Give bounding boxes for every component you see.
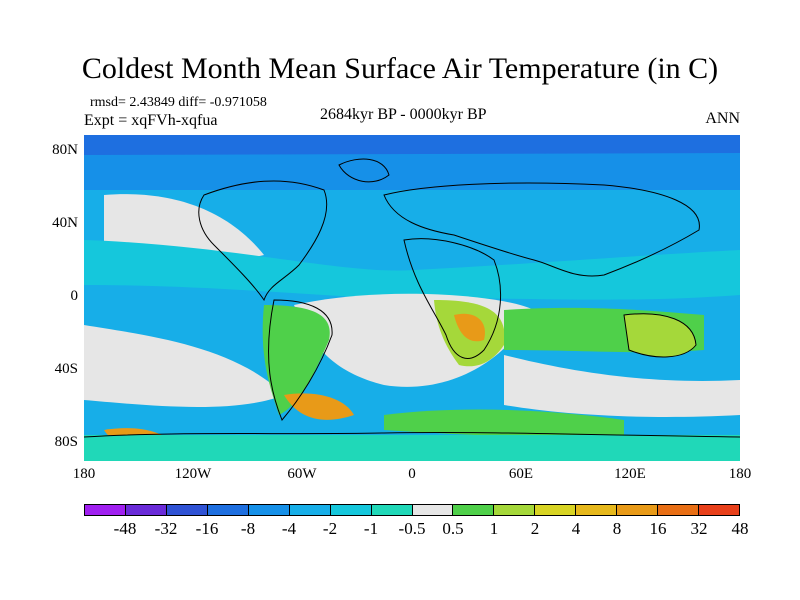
experiment-label: Expt = xqFVh-xqfua [84, 112, 218, 129]
colorbar-label-6: -1 [363, 519, 379, 538]
lat-label-40n: 40N [52, 215, 78, 231]
colorbar-label-12: 8 [612, 519, 622, 538]
colorbar-label-7: -0.5 [398, 519, 426, 538]
colorbar-label-11: 4 [571, 519, 581, 538]
lon-label-60e: 60E [508, 466, 534, 482]
antarctic-field [84, 435, 740, 461]
colorbar-swatch-7 [371, 505, 413, 515]
lat-label-80s: 80S [54, 434, 78, 450]
temperature-map [84, 135, 740, 461]
australia-green [624, 313, 696, 357]
colorbar-swatch-15 [699, 505, 739, 515]
colorbar-swatch-13 [617, 505, 659, 515]
colorbar-swatch-5 [289, 505, 331, 515]
season-label: ANN [705, 110, 740, 127]
period-label: 2684kyr BP - 0000kyr BP [320, 106, 487, 123]
map-title: Coldest Month Mean Surface Air Temperatu… [81, 52, 719, 85]
lon-label-120e: 120E [614, 466, 646, 482]
colorbar-label-14: 32 [690, 519, 708, 538]
colorbar-label-8: 0.5 [442, 519, 464, 538]
lat-label-80n: 80N [52, 142, 78, 158]
colorbar-swatch-11 [535, 505, 577, 515]
colorbar-label-0: -48 [113, 519, 137, 538]
colorbar-label-9: 1 [489, 519, 499, 538]
colorbar-swatch-6 [330, 505, 372, 515]
lon-label-60w: 60W [287, 466, 317, 482]
colorbar-swatch-0 [85, 505, 126, 515]
colorbar-label-5: -2 [322, 519, 338, 538]
lat-label-40s: 40S [54, 361, 78, 377]
south-america-green [262, 305, 330, 415]
lon-label-120w: 120W [174, 466, 212, 482]
colorbar-label-1: -32 [154, 519, 178, 538]
stats-text: rmsd= 2.43849 diff= -0.971058 [90, 95, 267, 110]
colorbar-label-10: 2 [530, 519, 540, 538]
colorbar-label-13: 16 [649, 519, 667, 538]
colorbar-swatch-2 [166, 505, 208, 515]
colorbar-label-15: 48 [731, 519, 749, 538]
colorbar-swatch-12 [576, 505, 618, 515]
colorbar-swatch-4 [248, 505, 290, 515]
colorbar-label-2: -16 [195, 519, 219, 538]
lon-label-180e: 180 [728, 466, 752, 482]
lon-label-180w: 180 [72, 466, 96, 482]
coastlines [84, 158, 740, 438]
colorbar-swatch-1 [125, 505, 167, 515]
colorbar [84, 504, 740, 516]
south-pacific-neutral [84, 325, 284, 407]
colorbar-swatch-8 [412, 505, 454, 515]
colorbar-label-3: -8 [240, 519, 256, 538]
lat-label-0: 0 [70, 288, 79, 304]
colorbar-label-4: -4 [281, 519, 297, 538]
colorbar-swatch-3 [207, 505, 249, 515]
colorbar-swatch-10 [494, 505, 536, 515]
lon-label-0: 0 [408, 466, 416, 482]
colorbar-swatch-14 [658, 505, 700, 515]
colorbar-swatch-9 [453, 505, 495, 515]
